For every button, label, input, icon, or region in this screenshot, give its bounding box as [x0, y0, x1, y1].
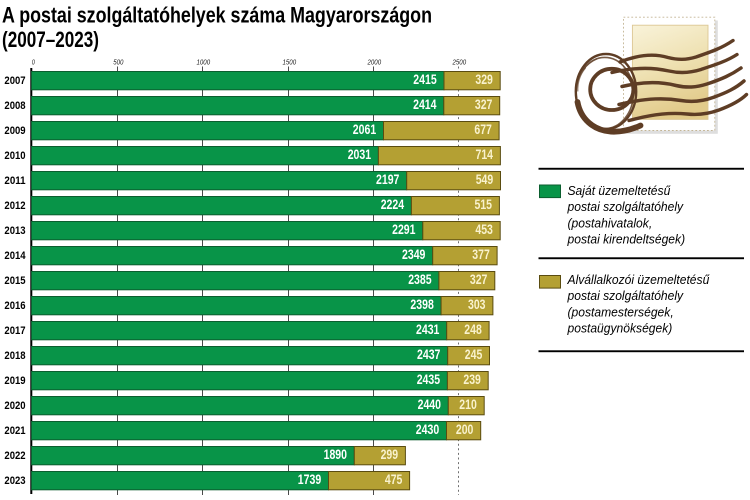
svg-text:2022: 2022	[4, 450, 25, 462]
svg-text:postaügynökségek): postaügynökségek)	[567, 322, 673, 336]
svg-text:2431: 2431	[416, 322, 440, 337]
svg-text:2021: 2021	[4, 425, 25, 437]
svg-text:A postai szolgáltatóhelyek szá: A postai szolgáltatóhelyek száma Magyaro…	[2, 2, 432, 27]
svg-text:(postamesterségek,: (postamesterségek,	[568, 305, 674, 319]
svg-text:2437: 2437	[417, 347, 441, 362]
svg-text:239: 239	[463, 372, 481, 387]
svg-text:postai kirendeltségek): postai kirendeltségek)	[567, 233, 686, 247]
svg-text:2018: 2018	[4, 350, 25, 362]
svg-text:714: 714	[476, 147, 494, 162]
svg-text:(postahivatalok,: (postahivatalok,	[568, 216, 653, 230]
svg-text:2010: 2010	[4, 150, 25, 162]
svg-text:329: 329	[475, 72, 493, 87]
svg-text:2061: 2061	[353, 122, 377, 137]
svg-text:2013: 2013	[4, 225, 25, 237]
svg-text:2197: 2197	[376, 172, 400, 187]
svg-text:377: 377	[472, 247, 490, 262]
svg-text:2415: 2415	[413, 72, 437, 87]
svg-text:2430: 2430	[416, 422, 440, 437]
svg-text:2435: 2435	[417, 372, 441, 387]
svg-text:210: 210	[459, 397, 477, 412]
svg-text:2385: 2385	[408, 272, 432, 287]
svg-text:2500: 2500	[452, 59, 467, 66]
svg-text:2011: 2011	[4, 175, 25, 187]
svg-text:2224: 2224	[381, 197, 405, 212]
svg-text:2019: 2019	[4, 375, 25, 387]
svg-text:2291: 2291	[392, 222, 416, 237]
svg-text:2398: 2398	[410, 297, 434, 312]
svg-text:1890: 1890	[324, 447, 348, 462]
svg-text:500: 500	[113, 59, 123, 66]
svg-text:475: 475	[385, 472, 403, 487]
svg-text:248: 248	[464, 322, 482, 337]
svg-text:Alvállalkozói üzemeltetésű: Alvállalkozói üzemeltetésű	[567, 273, 711, 287]
svg-text:200: 200	[456, 422, 474, 437]
svg-text:453: 453	[475, 222, 493, 237]
svg-text:postai szolgáltatóhely: postai szolgáltatóhely	[567, 289, 684, 303]
svg-text:2009: 2009	[4, 125, 25, 137]
svg-text:postai szolgáltatóhely: postai szolgáltatóhely	[567, 200, 684, 214]
svg-text:2440: 2440	[418, 397, 442, 412]
svg-text:2031: 2031	[348, 147, 372, 162]
svg-text:2007: 2007	[4, 75, 25, 87]
svg-text:677: 677	[474, 122, 492, 137]
svg-text:(2007–2023): (2007–2023)	[2, 27, 99, 52]
svg-text:515: 515	[475, 197, 493, 212]
svg-text:2015: 2015	[4, 275, 25, 287]
svg-text:2016: 2016	[4, 300, 25, 312]
svg-text:327: 327	[470, 272, 488, 287]
svg-text:2008: 2008	[4, 100, 25, 112]
svg-text:1500: 1500	[283, 59, 297, 66]
svg-text:2414: 2414	[413, 97, 437, 112]
svg-text:549: 549	[476, 172, 494, 187]
svg-text:1739: 1739	[298, 472, 322, 487]
svg-text:299: 299	[381, 447, 399, 462]
svg-text:2014: 2014	[4, 250, 25, 262]
svg-text:2020: 2020	[4, 400, 25, 412]
svg-text:Saját üzemeltetésű: Saját üzemeltetésű	[568, 184, 672, 198]
svg-text:1000: 1000	[197, 59, 211, 66]
svg-text:303: 303	[468, 297, 486, 312]
svg-text:2023: 2023	[4, 475, 25, 487]
svg-text:2349: 2349	[402, 247, 426, 262]
svg-text:245: 245	[465, 347, 483, 362]
svg-text:2012: 2012	[4, 200, 25, 212]
svg-text:327: 327	[475, 97, 493, 112]
svg-text:2000: 2000	[367, 59, 382, 66]
svg-text:0: 0	[32, 59, 35, 66]
svg-text:2017: 2017	[4, 325, 25, 337]
